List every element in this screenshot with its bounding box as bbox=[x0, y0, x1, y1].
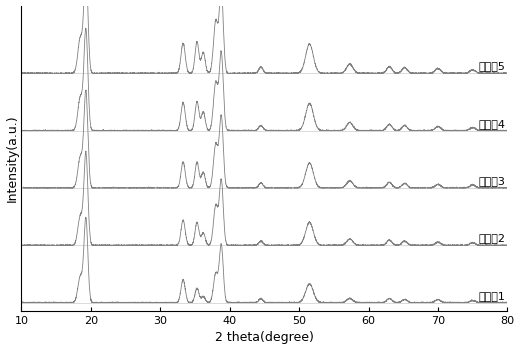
Text: 实施例4: 实施例4 bbox=[478, 119, 505, 128]
Text: 实施例3: 实施例3 bbox=[478, 176, 505, 186]
Text: 实施例5: 实施例5 bbox=[478, 61, 505, 71]
Y-axis label: Intensity(a.u.): Intensity(a.u.) bbox=[6, 114, 19, 202]
Text: 实施例2: 实施例2 bbox=[478, 233, 505, 243]
X-axis label: 2 theta(degree): 2 theta(degree) bbox=[215, 331, 314, 344]
Text: 实施例1: 实施例1 bbox=[478, 290, 505, 301]
